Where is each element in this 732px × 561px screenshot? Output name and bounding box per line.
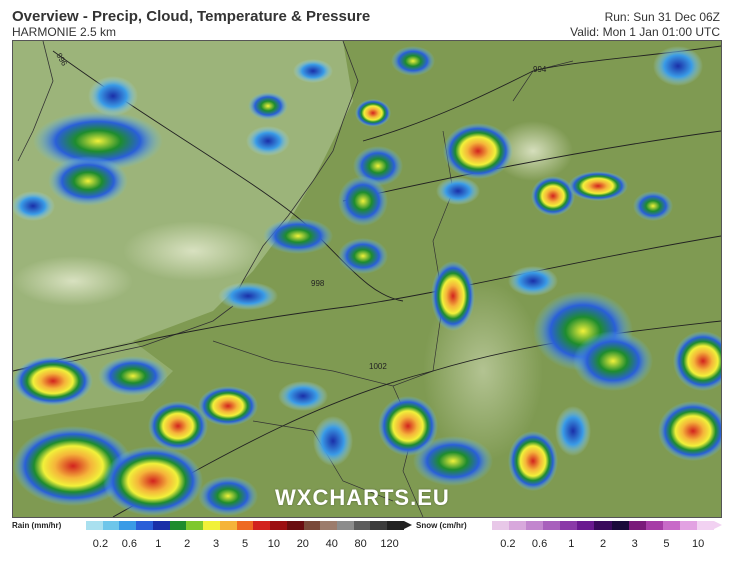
legend-swatch (86, 521, 103, 530)
legend-swatch (509, 521, 527, 530)
legend-swatch (169, 521, 187, 530)
legend-tick-label: 2 (599, 538, 607, 550)
coastline (232, 41, 359, 302)
legend-tick-label: 0.2 (500, 538, 516, 550)
legend-tick-label: 80 (354, 538, 367, 550)
isobar-line (362, 45, 721, 142)
snow-legend-title: Snow (cm/hr) (416, 521, 467, 530)
precipitation-cells (13, 46, 721, 516)
coastline (17, 41, 54, 162)
legend-swatch (353, 521, 371, 530)
legend-swatch (337, 521, 354, 530)
isobar-line (13, 235, 721, 372)
legend-swatch (645, 521, 663, 530)
model-label: HARMONIE 2.5 km (12, 25, 117, 39)
legend-tick-label: 5 (663, 538, 670, 550)
isobar-label: 1002 (369, 362, 387, 371)
legend-swatch (286, 521, 304, 530)
snow-color-bar (492, 521, 715, 530)
isobar-label: 994 (533, 65, 547, 74)
legend-swatch (679, 521, 697, 530)
border-line (432, 130, 454, 372)
legend-swatch (594, 521, 612, 530)
page-title: Overview - Precip, Cloud, Temperature & … (12, 8, 371, 25)
legend-swatch (543, 521, 561, 530)
border-line (212, 340, 434, 387)
legend-swatch (270, 521, 287, 530)
weather-map[interactable]: 996 998 1002 994 WXCHARTS.EU (12, 40, 722, 518)
legend-swatch (203, 521, 220, 530)
legend-swatch (560, 521, 578, 530)
legend-swatch (136, 521, 153, 530)
legend-tick-label: 3 (213, 538, 220, 550)
watermark: WXCHARTS.EU (275, 485, 450, 510)
legend-tick-label: 3 (631, 538, 638, 550)
rain-legend-title: Rain (mm/hr) (12, 521, 62, 530)
legend-swatch (577, 521, 595, 530)
cloud-patch (13, 256, 133, 306)
legend-tick-label: 0.2 (92, 538, 109, 550)
rain-color-bar (86, 521, 404, 530)
legend-swatch (253, 521, 271, 530)
legend-tick-label: 0.6 (531, 538, 548, 550)
valid-time: Valid: Mon 1 Jan 01:00 UTC (570, 25, 720, 39)
legend-swatch (236, 521, 254, 530)
legend-swatch (662, 521, 680, 530)
legend-tick-label: 2 (184, 538, 191, 550)
run-time: Run: Sun 31 Dec 06Z (604, 10, 720, 24)
isobar-label: 998 (311, 279, 325, 288)
legend-swatch (102, 521, 120, 530)
legend-tick-label: 10 (692, 538, 705, 550)
rain-bar-arrow (404, 521, 412, 529)
legend-tick-label: 40 (325, 538, 338, 550)
legend-swatch (611, 521, 629, 530)
legend-tick-label: 10 (267, 538, 281, 550)
isobar-line (52, 50, 404, 302)
header: Overview - Precip, Cloud, Temperature & … (0, 0, 732, 40)
legend-swatch (387, 521, 404, 530)
legend-swatch (152, 521, 170, 530)
map-canvas (13, 41, 721, 517)
legend-swatch (186, 521, 204, 530)
snow-bar-arrow (714, 521, 722, 529)
legend-tick-label: 1 (568, 538, 575, 550)
legend-swatch (628, 521, 646, 530)
cloud-patch (123, 221, 263, 281)
legend-swatch (219, 521, 237, 530)
legend-tick-label: 1 (155, 538, 162, 550)
legend-tick-label: 0.6 (121, 538, 138, 550)
legend-swatch (696, 521, 715, 530)
legend-swatch (370, 521, 388, 530)
legend-tick-label: 120 (380, 538, 399, 550)
legend-tick-label: 5 (241, 538, 249, 550)
legend-swatch (492, 521, 510, 530)
legend-swatch (303, 521, 321, 530)
legend-swatch (119, 521, 137, 530)
legend-swatch (526, 521, 544, 530)
legend-tick-label: 20 (296, 538, 309, 550)
legend-swatch (320, 521, 338, 530)
